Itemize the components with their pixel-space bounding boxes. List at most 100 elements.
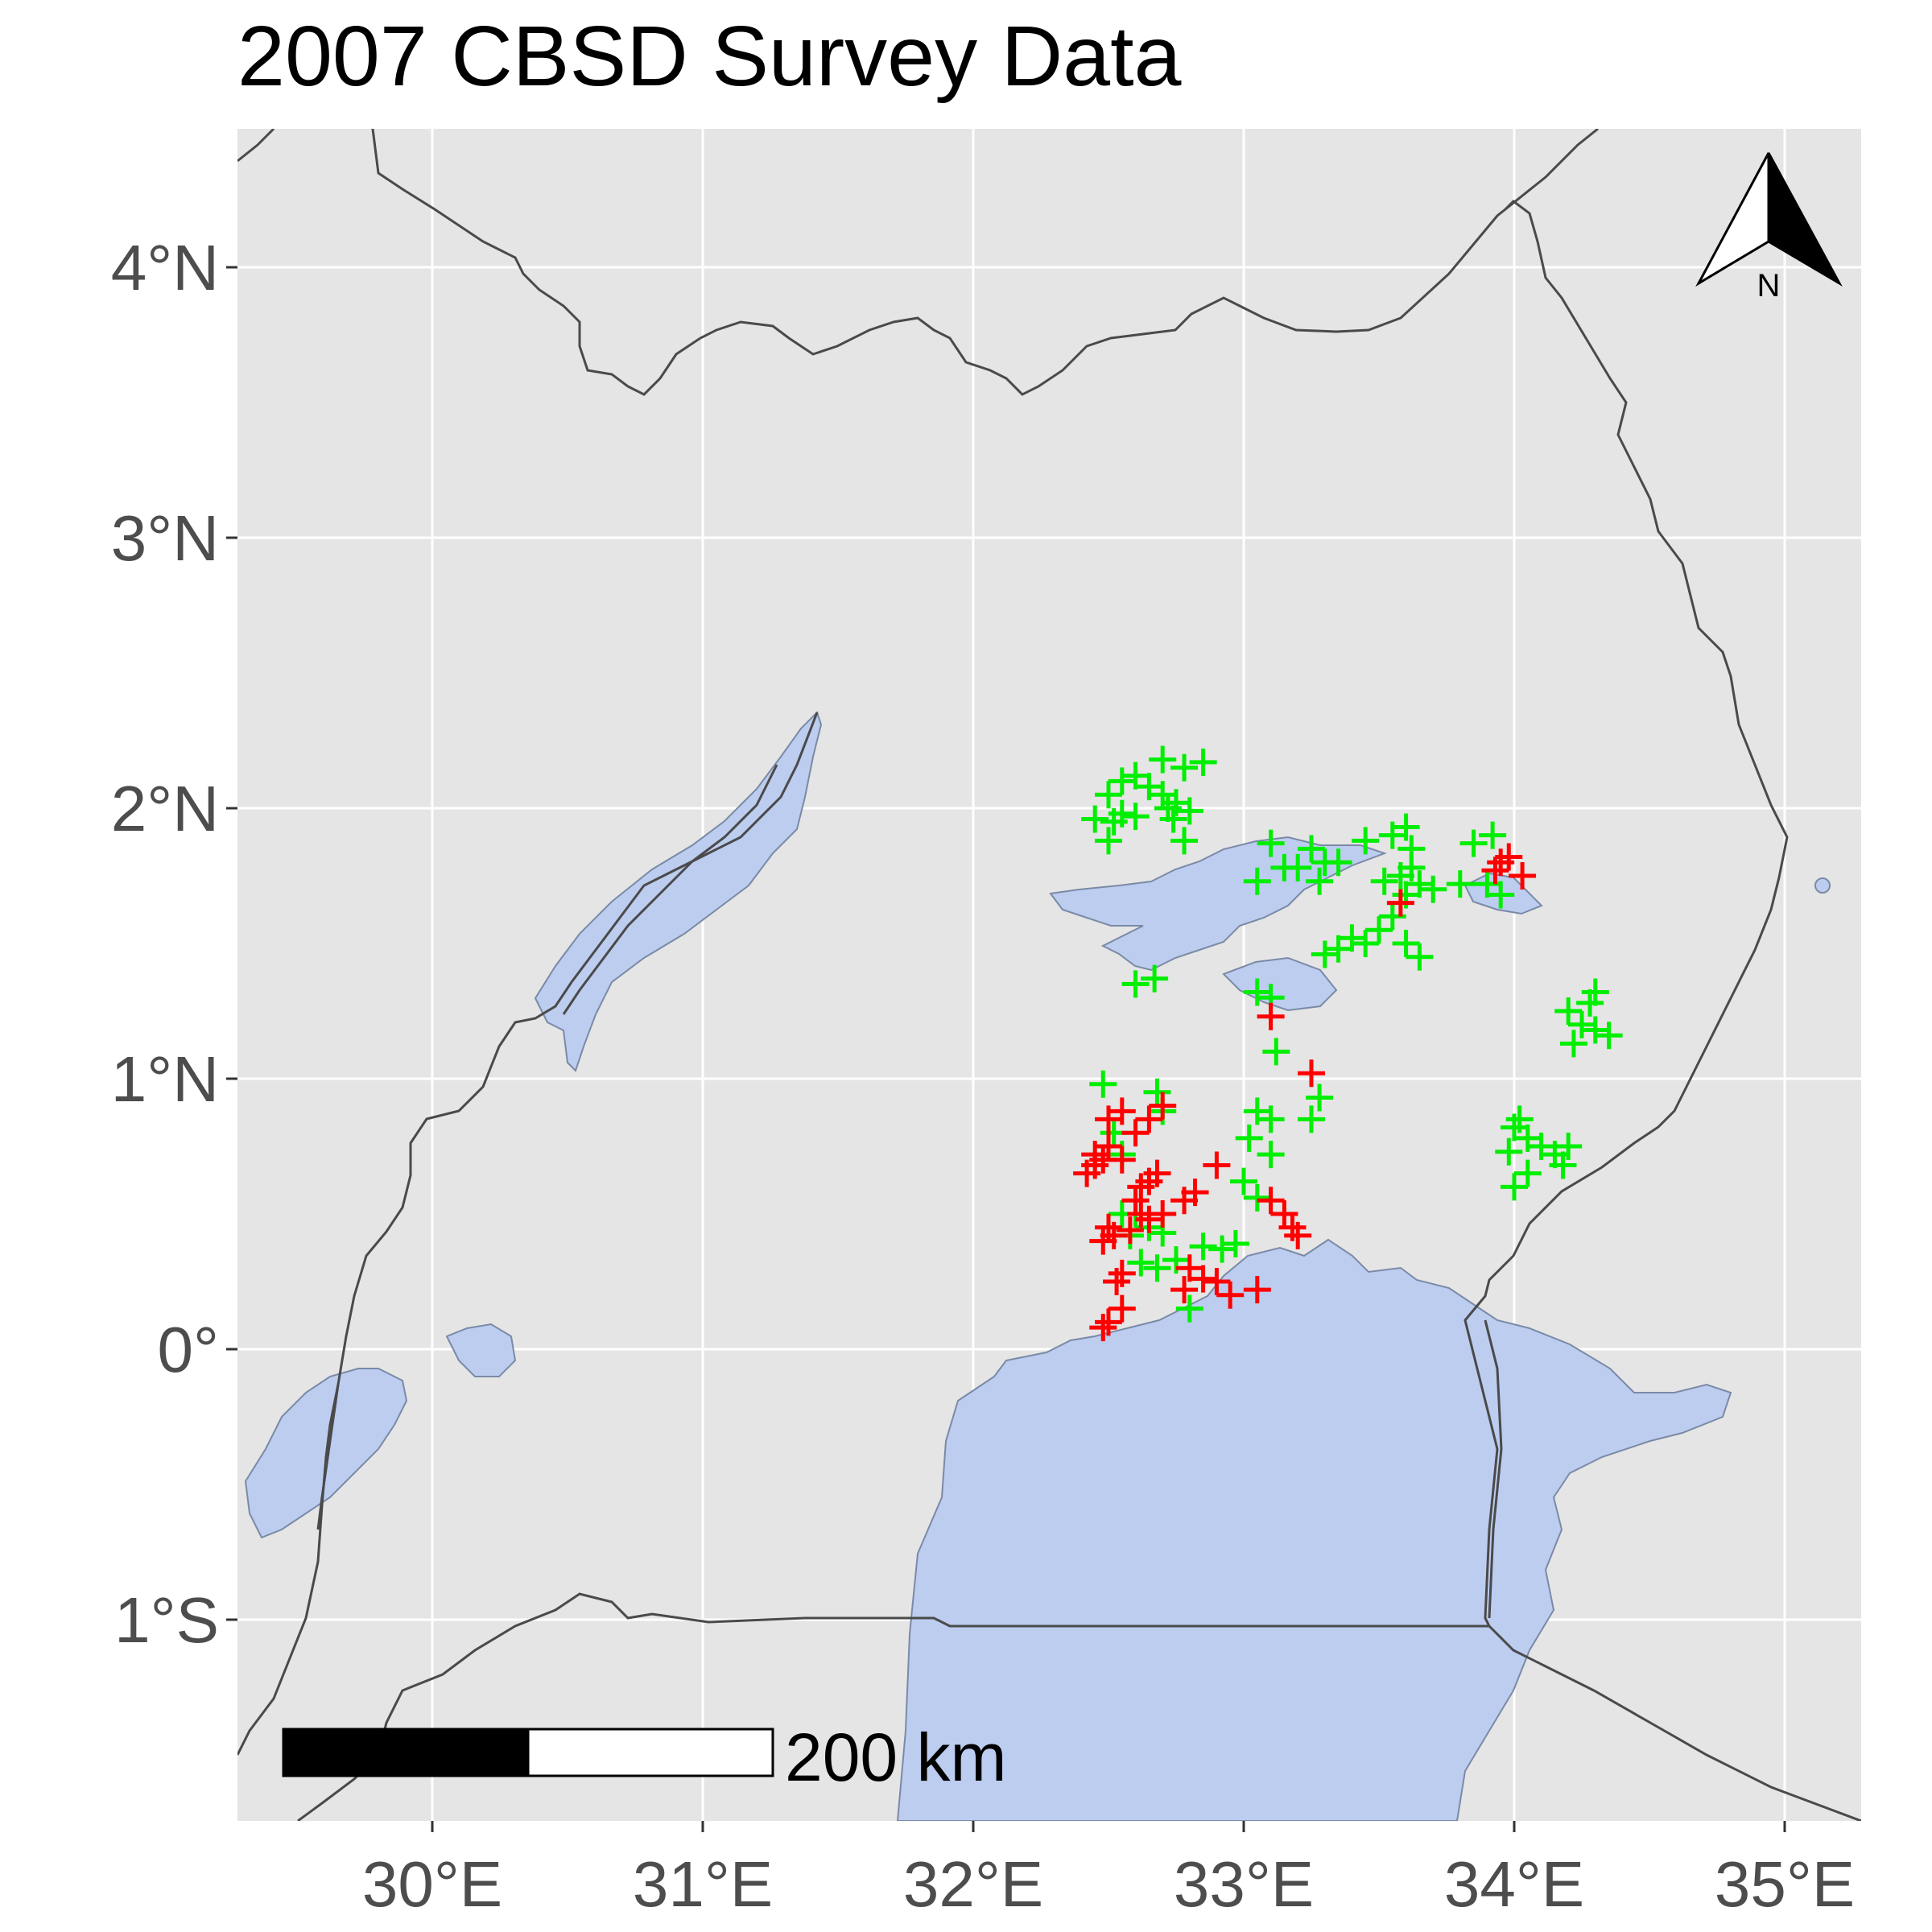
survey-point-green xyxy=(1568,1010,1596,1038)
survey-point-green xyxy=(1392,813,1420,841)
survey-point-green xyxy=(1501,1173,1528,1201)
south-sudan-kenya-border xyxy=(1505,129,1599,211)
survey-point-red xyxy=(1284,1221,1312,1249)
y-tick-label: 1°N xyxy=(111,1043,219,1115)
survey-point-green xyxy=(1159,805,1187,833)
survey-point-green xyxy=(1243,867,1271,895)
survey-point-green xyxy=(1338,924,1366,952)
survey-point-green xyxy=(1127,1249,1155,1277)
survey-point-red xyxy=(1149,1092,1177,1120)
survey-point-red xyxy=(1121,1187,1150,1215)
survey-point-red xyxy=(1189,1265,1217,1293)
survey-point-red xyxy=(1108,1146,1136,1174)
survey-point-green xyxy=(1581,978,1609,1006)
lake-albert-border xyxy=(562,764,778,1015)
kenya-tanzania-border xyxy=(1488,1624,1861,1821)
north-arrow-right-half xyxy=(1767,152,1843,287)
survey-point-green xyxy=(1257,1141,1285,1169)
survey-point-red xyxy=(1170,1276,1199,1304)
survey-point-red xyxy=(1181,1179,1209,1207)
x-tick-label: 31°E xyxy=(633,1848,773,1920)
survey-point-green xyxy=(1108,767,1136,795)
survey-point-green xyxy=(1170,827,1199,855)
survey-point-green xyxy=(1559,1030,1587,1058)
y-tick-label: 4°N xyxy=(111,232,219,303)
survey-point-red xyxy=(1257,1187,1285,1215)
survey-point-green xyxy=(1095,781,1122,809)
survey-point-green xyxy=(1352,827,1380,855)
kenya-lake-border xyxy=(1484,1319,1503,1619)
survey-point-green xyxy=(1081,805,1109,833)
survey-point-green xyxy=(1365,916,1393,944)
survey-point-green xyxy=(1284,853,1312,881)
survey-point-green xyxy=(1170,753,1199,782)
survey-point-green xyxy=(1175,1294,1203,1323)
survey-point-green xyxy=(1595,1022,1623,1050)
map-title: 2007 CBSD Survey Data xyxy=(237,9,1182,104)
survey-point-green xyxy=(1143,1078,1171,1106)
survey-point-red xyxy=(1095,1133,1122,1160)
survey-point-green xyxy=(1370,867,1398,895)
survey-point-red xyxy=(1481,857,1509,885)
survey-point-green xyxy=(1581,1016,1609,1044)
survey-point-green xyxy=(1257,1105,1285,1133)
survey-point-green xyxy=(1513,1159,1542,1187)
survey-point-green xyxy=(1189,748,1217,776)
survey-point-red xyxy=(1243,1276,1271,1304)
survey-point-red xyxy=(1257,1002,1285,1030)
y-axis: 4°N 3°N 2°N 1°N 0° 1°S xyxy=(111,232,237,1656)
survey-point-green xyxy=(1149,745,1177,774)
lake-albert xyxy=(534,711,823,1072)
uganda-drc-border xyxy=(371,129,373,130)
survey-point-red xyxy=(1509,862,1537,890)
survey-point-green xyxy=(1221,1229,1249,1257)
x-axis: 30°E 31°E 32°E 33°E 34°E 35°E xyxy=(362,1821,1855,1920)
survey-point-red xyxy=(1100,1221,1128,1249)
survey-point-red xyxy=(1386,889,1414,917)
survey-point-red xyxy=(1108,1097,1136,1125)
survey-point-green xyxy=(1175,797,1203,825)
y-tick-label: 0° xyxy=(158,1314,219,1385)
lake-kyoga-inlet xyxy=(1222,956,1338,1012)
survey-point-green xyxy=(1208,1235,1236,1263)
survey-point-red xyxy=(1135,1205,1163,1233)
survey-point-green xyxy=(1298,835,1325,863)
survey-point-red xyxy=(1495,843,1523,871)
survey-point-green xyxy=(1306,1084,1334,1112)
survey-point-red xyxy=(1073,1159,1101,1187)
x-tick-label: 34°E xyxy=(1444,1848,1584,1920)
x-tick-label: 33°E xyxy=(1174,1848,1314,1920)
survey-point-green xyxy=(1243,1183,1271,1212)
survey-point-red xyxy=(1216,1281,1245,1309)
survey-point-red xyxy=(1149,1200,1177,1228)
survey-point-green xyxy=(1406,943,1434,971)
lake-george xyxy=(445,1323,517,1377)
survey-point-green xyxy=(1505,1105,1534,1133)
scale-bar-black-segment xyxy=(282,1728,530,1777)
survey-point-green xyxy=(1419,875,1447,903)
survey-point-green xyxy=(1298,1105,1325,1133)
survey-point-green xyxy=(1479,821,1507,849)
survey-point-green xyxy=(1311,940,1339,968)
x-tick-label: 35°E xyxy=(1715,1848,1855,1920)
survey-point-green xyxy=(1262,1038,1290,1066)
survey-point-green xyxy=(1446,870,1474,898)
north-arrow: N xyxy=(1695,152,1843,303)
survey-point-green xyxy=(1089,1070,1117,1098)
survey-point-red xyxy=(1116,1216,1144,1245)
survey-point-green xyxy=(1121,970,1150,998)
survey-point-green xyxy=(1141,964,1169,993)
survey-point-green xyxy=(1352,930,1380,957)
survey-point-green xyxy=(1397,853,1426,881)
survey-points xyxy=(1073,745,1623,1342)
scale-bar-white-segment xyxy=(526,1728,774,1777)
small-lake xyxy=(1814,877,1831,894)
y-tick-label: 2°N xyxy=(111,773,219,844)
scale-bar: 200 km xyxy=(282,1719,1006,1795)
survey-point-red xyxy=(1203,1268,1231,1295)
survey-point-green xyxy=(1243,978,1271,1006)
survey-point-green xyxy=(1121,803,1150,831)
survey-point-green xyxy=(1495,1137,1523,1166)
survey-point-red xyxy=(1108,1294,1136,1323)
